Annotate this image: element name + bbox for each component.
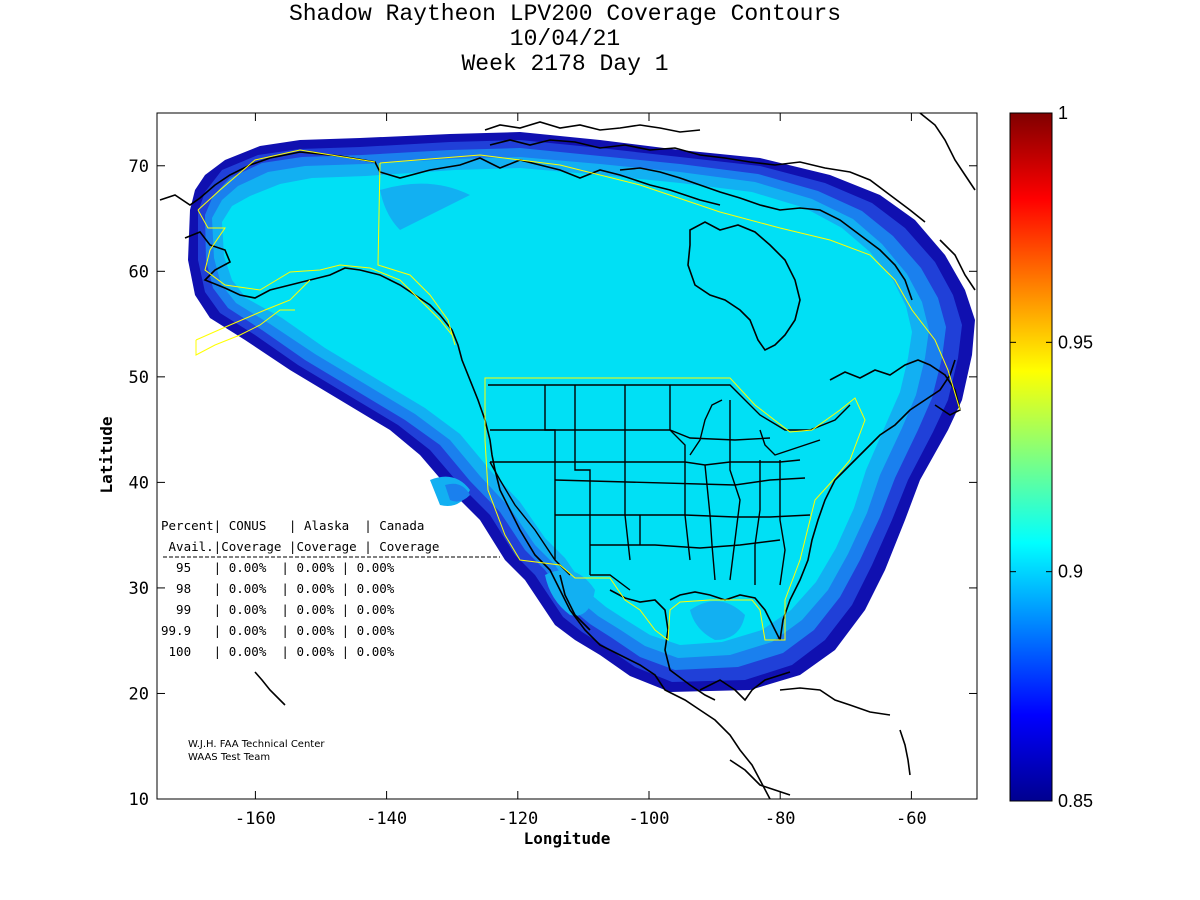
y-tick-label: 40: [129, 473, 149, 493]
chart-week-day: Week 2178 Day 1: [461, 51, 669, 77]
colorbar-tick-label: 1: [1058, 103, 1068, 123]
coastlines: [159, 113, 976, 799]
plot-frame: [156, 112, 978, 800]
contour-core: [222, 168, 912, 645]
credit-line-1: W.J.H. FAA Technical Center: [188, 739, 325, 750]
table-row: 98 | 0.00% | 0.00% | 0.00%: [161, 581, 395, 596]
x-tick-label: -120: [497, 809, 538, 829]
x-tick-label: -80: [765, 809, 796, 829]
y-tick-label: 70: [129, 157, 149, 177]
y-tick-label: 30: [129, 579, 149, 599]
table-header-2: Avail.|Coverage |Coverage | Coverage: [161, 539, 439, 554]
colorbar-tick-label: 0.85: [1058, 791, 1093, 811]
y-tick-label: 50: [129, 368, 149, 388]
state-boundaries: [488, 384, 851, 591]
colorbar-ticks: 1 0.95 0.9 0.85: [1010, 103, 1093, 811]
y-axis-ticks: 70 60 50 40 30 20 10: [129, 157, 977, 810]
table-row: 95 | 0.00% | 0.00% | 0.00%: [161, 560, 395, 575]
colorbar-tick-label: 0.9: [1058, 562, 1083, 582]
chart-title: Shadow Raytheon LPV200 Coverage Contours: [288, 1, 842, 27]
x-axis-ticks: -160 -140 -120 -100 -80 -60: [235, 113, 927, 829]
x-tick-label: -140: [366, 809, 407, 829]
table-row: 100 | 0.00% | 0.00% | 0.00%: [161, 644, 395, 659]
colorbar: [1009, 112, 1053, 802]
table-header-1: Percent| CONUS | Alaska | Canada: [161, 518, 424, 533]
x-tick-label: -100: [629, 809, 670, 829]
region-boundaries: [195, 149, 961, 641]
table-row: 99.9 | 0.00% | 0.00% | 0.00%: [161, 623, 395, 638]
y-axis-label: Latitude: [97, 416, 116, 493]
x-tick-label: -160: [235, 809, 276, 829]
chart-date: 10/04/21: [509, 26, 621, 52]
x-axis-label: Longitude: [524, 829, 611, 848]
y-tick-label: 20: [129, 684, 149, 704]
coverage-table: Percent| CONUS | Alaska | Canada Avail.|…: [161, 518, 500, 659]
y-tick-label: 10: [129, 790, 149, 810]
table-row: 99 | 0.00% | 0.00% | 0.00%: [161, 602, 395, 617]
colorbar-tick-label: 0.95: [1058, 332, 1093, 352]
y-tick-label: 60: [129, 262, 149, 282]
credit-line-2: WAAS Test Team: [188, 752, 270, 763]
x-tick-label: -60: [896, 809, 927, 829]
